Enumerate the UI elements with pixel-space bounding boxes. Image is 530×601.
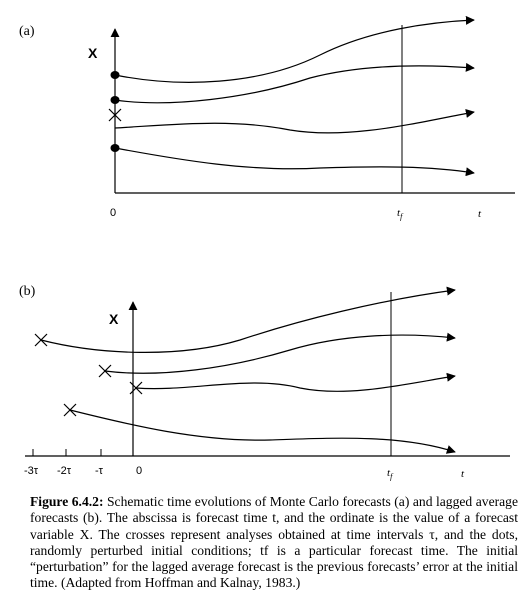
figure-6-4-2: (a) X 0 tf t (b) X -3τ -2τ -τ 0 t <box>19 15 515 481</box>
panel-b-tick-label-neg3: -3τ <box>24 465 39 477</box>
panel-b-t-label: t <box>461 468 465 480</box>
panel-a-perturbed-dot-2 <box>110 96 120 104</box>
panel-b-analysis-cross-neg3 <box>34 333 48 347</box>
panel-b-analysis-cross-neg1 <box>98 364 112 378</box>
panel-a-y-label: X <box>88 45 98 61</box>
panel-b-tick-label-neg1: -τ <box>95 465 104 477</box>
panel-b: (b) X -3τ -2τ -τ 0 tf t <box>19 284 510 481</box>
panel-a-analysis-cross <box>108 108 122 122</box>
panel-b-forecast-1 <box>40 286 456 353</box>
panel-a-origin-label: 0 <box>110 207 116 219</box>
caption-lead: Figure 6.4.2: <box>30 494 104 509</box>
panel-a-t-label: t <box>478 208 482 220</box>
panel-a-tf-label: tf <box>397 207 404 221</box>
caption-text: Schematic time evolutions of Monte Carlo… <box>30 494 518 591</box>
panel-a-forecast-3 <box>114 109 475 134</box>
panel-b-forecast-2 <box>104 332 456 374</box>
panel-a-perturbed-dot-3 <box>110 144 120 152</box>
panel-b-forecast-3 <box>135 372 456 392</box>
panel-a-forecast-2 <box>114 62 475 104</box>
panel-b-analysis-cross-neg2 <box>63 403 77 417</box>
panel-b-tick-label-zero: 0 <box>136 465 142 477</box>
panel-b-label: (b) <box>19 284 36 299</box>
panel-b-y-label: X <box>109 311 119 327</box>
panel-a-forecast-4 <box>114 147 475 177</box>
panel-a-label: (a) <box>19 24 35 39</box>
figure-caption: Figure 6.4.2: Schematic time evolutions … <box>30 494 518 592</box>
panel-b-tf-label: tf <box>387 467 394 481</box>
panel-a-perturbed-dot-1 <box>110 71 120 79</box>
panel-a-forecast-1 <box>114 15 475 83</box>
panel-b-analysis-cross-zero <box>129 381 143 395</box>
panel-b-forecast-4 <box>69 409 456 454</box>
panel-a: (a) X 0 tf t <box>19 15 515 221</box>
panel-b-tick-label-neg2: -2τ <box>57 465 72 477</box>
